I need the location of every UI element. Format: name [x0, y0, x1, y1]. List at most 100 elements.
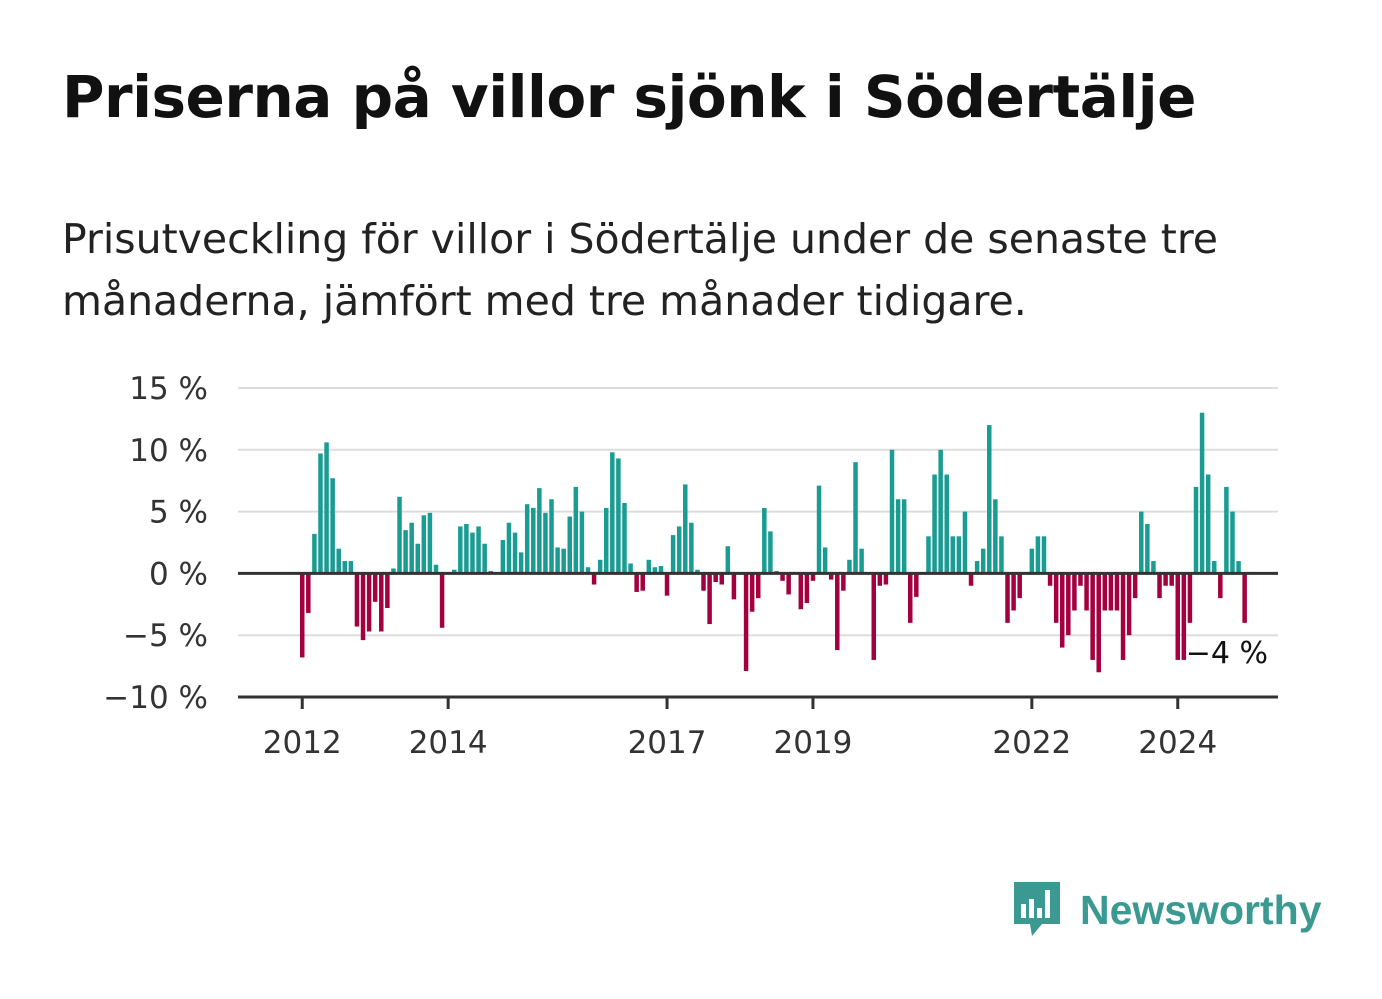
bar	[439, 573, 445, 628]
bar	[725, 546, 731, 574]
bar	[822, 547, 828, 574]
bar	[1017, 573, 1022, 599]
bar	[379, 573, 384, 632]
chart-subtitle: Prisutveckling för villor i Södertälje u…	[62, 215, 1219, 325]
bar	[476, 526, 481, 574]
bar	[962, 511, 968, 574]
bar	[427, 512, 433, 574]
bar	[464, 523, 469, 574]
bar	[1078, 573, 1083, 586]
bar	[591, 573, 597, 585]
bar	[500, 540, 506, 574]
bar	[622, 502, 627, 574]
bar	[889, 449, 895, 574]
bar	[1047, 573, 1053, 586]
bar	[1120, 573, 1126, 660]
bar	[1175, 573, 1181, 660]
bar	[871, 573, 877, 660]
chart-title: Priserna på villor sjönk i Södertälje	[62, 63, 1196, 131]
bar	[719, 573, 725, 585]
bar	[670, 535, 676, 574]
bar	[403, 530, 408, 574]
bar	[731, 573, 737, 600]
y-tick-label: 10 %	[129, 433, 208, 469]
bar	[987, 425, 992, 574]
bar	[1059, 573, 1065, 648]
bar	[1102, 573, 1108, 611]
bar	[1072, 573, 1077, 611]
x-tick-label: 2024	[1138, 725, 1217, 761]
bar	[409, 522, 414, 574]
y-tick-label: −5 %	[123, 618, 208, 654]
bar	[786, 573, 791, 595]
bar	[640, 573, 645, 591]
bar	[1193, 486, 1199, 574]
bar	[835, 573, 840, 651]
bar	[1187, 573, 1193, 623]
bar	[610, 452, 615, 574]
bar	[524, 504, 530, 574]
bar	[877, 573, 883, 586]
bar	[853, 462, 858, 574]
bar	[458, 526, 463, 574]
bar	[567, 516, 573, 574]
bar	[1181, 573, 1187, 660]
bar	[1005, 573, 1010, 623]
last-value-label: −4 %	[1186, 636, 1268, 671]
bar	[652, 567, 658, 574]
bar	[993, 499, 998, 574]
bar	[1205, 474, 1211, 574]
bar	[768, 531, 773, 574]
bar	[1011, 573, 1016, 611]
bar	[810, 573, 816, 581]
bars	[299, 412, 1247, 673]
bar	[1053, 573, 1059, 623]
bar	[907, 573, 913, 623]
bar	[506, 522, 512, 574]
bar	[1084, 573, 1089, 611]
bar	[664, 573, 670, 596]
bar	[804, 573, 810, 604]
bar	[1236, 561, 1241, 574]
bar	[512, 532, 518, 574]
y-tick-label: 0 %	[149, 556, 208, 592]
bar	[749, 573, 755, 612]
bar	[1230, 511, 1235, 574]
bar	[573, 486, 579, 574]
bar	[956, 536, 962, 574]
x-tick-label: 2022	[992, 725, 1071, 761]
bar	[980, 548, 986, 574]
bar	[847, 559, 852, 574]
bar	[616, 458, 621, 574]
x-tick-label: 2014	[409, 725, 488, 761]
bar	[543, 512, 548, 574]
bar	[658, 565, 664, 574]
bar	[299, 573, 305, 658]
y-tick-label: 15 %	[129, 371, 208, 407]
bar	[330, 478, 335, 574]
bar	[354, 573, 360, 627]
bar	[1126, 573, 1132, 636]
x-tick-label: 2019	[774, 725, 853, 761]
bar	[555, 547, 560, 574]
bar	[1145, 523, 1150, 574]
bar	[968, 573, 974, 586]
bar	[743, 573, 749, 672]
bar	[372, 573, 378, 602]
bar	[1029, 548, 1035, 574]
bar	[470, 532, 475, 574]
bar	[914, 573, 919, 597]
bar	[433, 564, 439, 574]
bar	[707, 573, 712, 625]
grid-lines	[238, 387, 1278, 637]
bar	[360, 573, 366, 641]
bar	[938, 449, 943, 574]
bar	[561, 548, 566, 574]
bar	[348, 561, 354, 574]
bar	[999, 536, 1004, 574]
bar	[1199, 412, 1205, 574]
brand-name: Newsworthy	[1080, 886, 1322, 933]
bar	[324, 442, 329, 574]
bar	[603, 507, 609, 574]
bar	[585, 567, 591, 574]
